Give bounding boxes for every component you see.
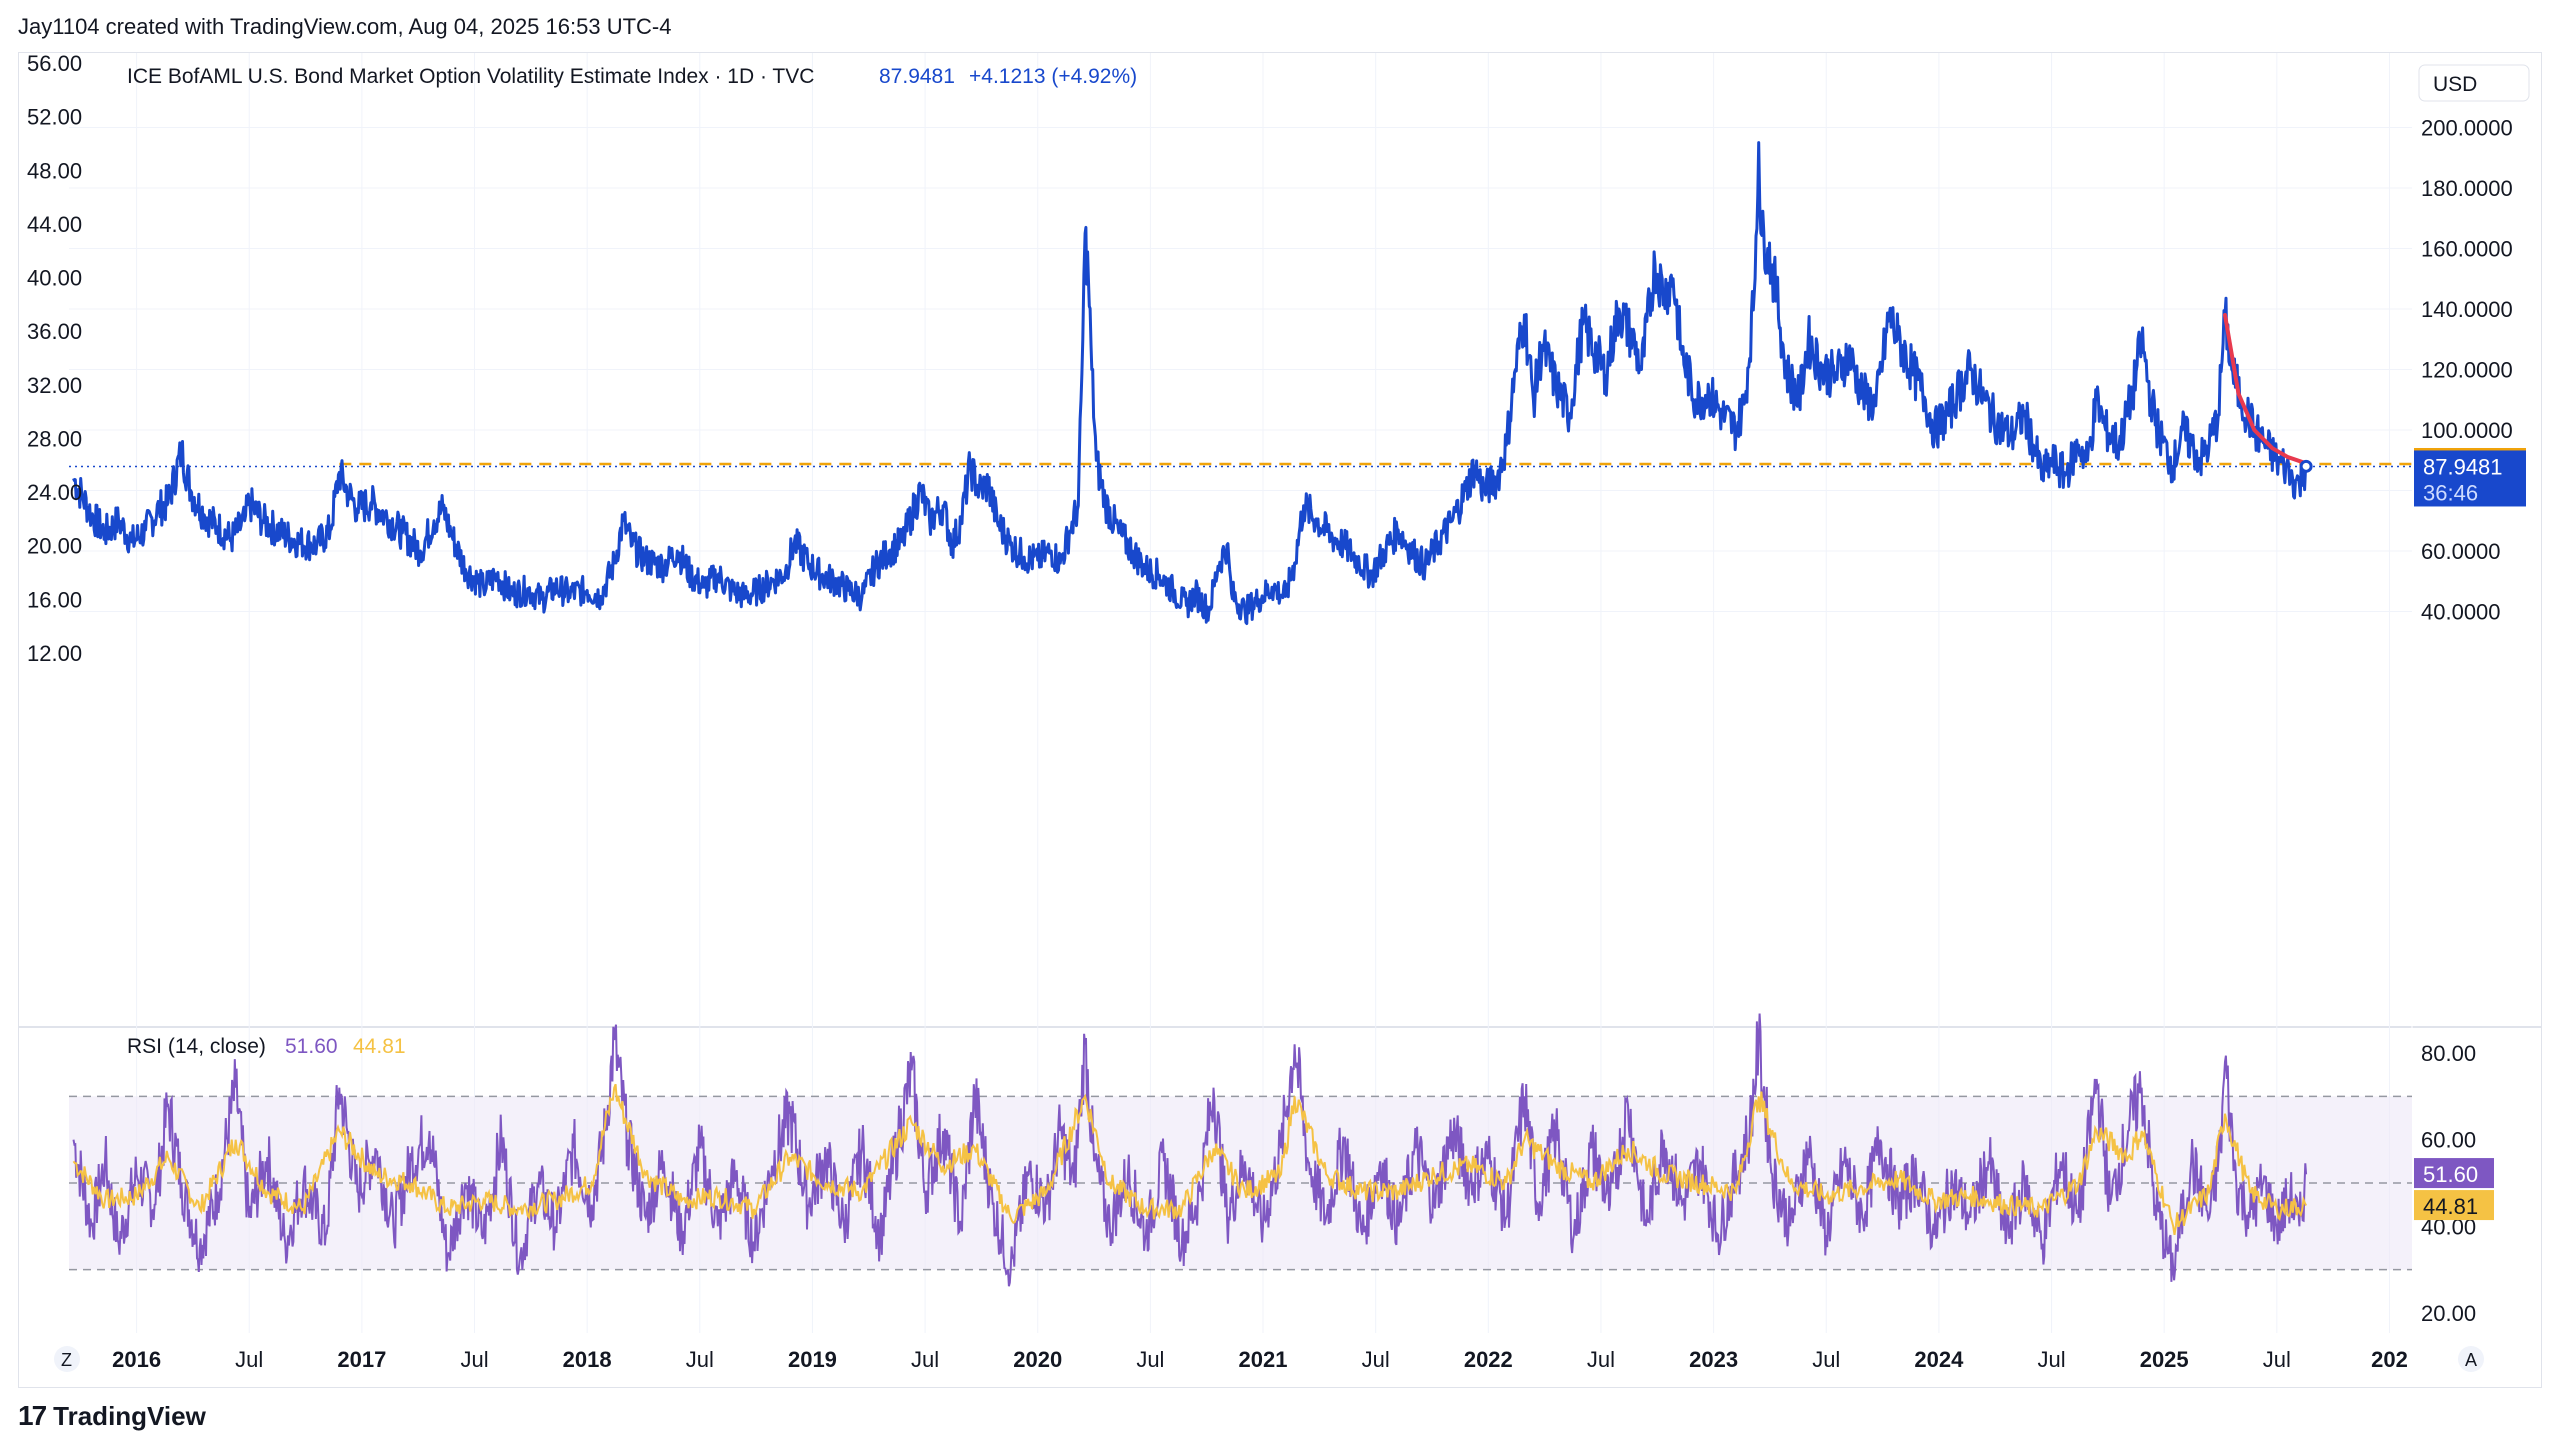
right-tick-label: 140.0000 — [2421, 297, 2513, 322]
x-tick-label: 2023 — [1689, 1347, 1738, 1372]
x-tick-label: 2016 — [112, 1347, 161, 1372]
chart-canvas[interactable]: 2016 Jul 2017 Jul 2018 Jul 2019 Jul 2020 Jul 2021 J… — [19, 51, 2541, 1387]
rsi-ma-legend-value: 44.81 — [353, 1035, 406, 1058]
right-tick-label: 60.0000 — [2421, 539, 2501, 564]
right-tick-label: 120.0000 — [2421, 357, 2513, 382]
axes: 2016 Jul 2017 Jul 2018 Jul 2019 Jul 2020 Jul 2021 J… — [27, 51, 2513, 1372]
left-tick-label: 44.00 — [27, 212, 82, 237]
rsi-badge — [2414, 1158, 2494, 1189]
left-tick-label: 32.00 — [27, 373, 82, 398]
x-tick-label: Jul — [686, 1347, 714, 1372]
left-tick-label: 24.00 — [27, 480, 82, 505]
rsi-tick-label: 60.00 — [2421, 1128, 2476, 1153]
auto-scale-button[interactable] — [2458, 1346, 2484, 1372]
x-tick-label: 2019 — [788, 1347, 837, 1372]
last-price-marker — [2299, 459, 2313, 473]
x-tick-label: 2024 — [1914, 1347, 1964, 1372]
move-index-line — [72, 141, 2308, 625]
rsi-ma-badge-text: 44.81 — [2423, 1194, 2478, 1219]
main-legend-title: ICE BofAML U.S. Bond Market Option Volat… — [127, 65, 814, 88]
main-legend-value: 87.9481 — [879, 65, 955, 88]
rsi-tick-label: 20.00 — [2421, 1301, 2476, 1326]
left-tick-label: 36.00 — [27, 319, 82, 344]
x-tick-label: 2017 — [337, 1347, 386, 1372]
left-tick-label: 28.00 — [27, 426, 82, 451]
right-tick-label: 100.0000 — [2421, 418, 2513, 443]
x-tick-label: Jul — [1587, 1347, 1615, 1372]
tradingview-logo-icon: 17 — [18, 1400, 47, 1431]
right-tick-label: 160.0000 — [2421, 236, 2513, 261]
rsi-ma-line — [72, 1083, 2307, 1235]
x-tick-label: 2021 — [1239, 1347, 1288, 1372]
x-tick-label: Jul — [1362, 1347, 1390, 1372]
rsi-ma-badge — [2414, 1190, 2494, 1221]
left-tick-label: 56.00 — [27, 53, 82, 76]
auto-scale-label: A — [2465, 1350, 2477, 1370]
x-tick-label: 202 — [2371, 1347, 2408, 1372]
currency-label: USD — [2433, 73, 2477, 96]
x-tick-label: Jul — [1136, 1347, 1164, 1372]
x-tick-label: 2025 — [2140, 1347, 2189, 1372]
price-series-layer — [69, 141, 2412, 625]
x-tick-label: Jul — [1812, 1347, 1840, 1372]
x-tick-label: Jul — [2263, 1347, 2291, 1372]
countdown-text: 36:46 — [2423, 480, 2478, 505]
tradingview-logo-text: TradingView — [53, 1400, 206, 1431]
chart-credit: Jay1104 created with TradingView.com, Au… — [18, 14, 672, 39]
x-tick-label: 2018 — [563, 1347, 612, 1372]
right-tick-label: 200.0000 — [2421, 115, 2513, 140]
rsi-tick-label: 80.00 — [2421, 1041, 2476, 1066]
price-badge-text: 87.9481 — [2423, 454, 2503, 479]
left-tick-label: 48.00 — [27, 158, 82, 183]
x-tick-label: 2022 — [1464, 1347, 1513, 1372]
x-tick-label: Jul — [2037, 1347, 2065, 1372]
rsi-legend-title: RSI (14, close) — [127, 1035, 266, 1058]
rsi-series-layer — [72, 1013, 2308, 1287]
left-tick-label: 52.00 — [27, 105, 82, 130]
chart-frame: 2016 Jul 2017 Jul 2018 Jul 2019 Jul 2020 Jul 2021 J… — [18, 51, 2542, 1388]
timezone-button[interactable] — [54, 1346, 80, 1372]
right-tick-label: 40.0000 — [2421, 600, 2501, 625]
rsi-legend-value: 51.60 — [285, 1035, 338, 1058]
trend-curve — [2223, 313, 2309, 466]
left-tick-label: 20.00 — [27, 534, 82, 559]
timezone-label: Z — [61, 1350, 72, 1370]
x-tick-label: Jul — [235, 1347, 263, 1372]
rsi-line — [72, 1013, 2308, 1287]
left-tick-label: 40.00 — [27, 266, 82, 291]
left-tick-label: 12.00 — [27, 641, 82, 666]
x-tick-label: Jul — [911, 1347, 939, 1372]
right-tick-label: 180.0000 — [2421, 176, 2513, 201]
left-tick-label: 16.00 — [27, 587, 82, 612]
price-badge — [2414, 450, 2526, 507]
currency-button[interactable] — [2418, 64, 2530, 102]
x-tick-label: 2020 — [1013, 1347, 1062, 1372]
x-tick-label: Jul — [460, 1347, 488, 1372]
main-legend-change: +4.1213 (+4.92%) — [969, 65, 1137, 88]
tradingview-logo[interactable]: 17 TradingView — [18, 1400, 206, 1432]
rsi-badge-text: 51.60 — [2423, 1162, 2478, 1187]
